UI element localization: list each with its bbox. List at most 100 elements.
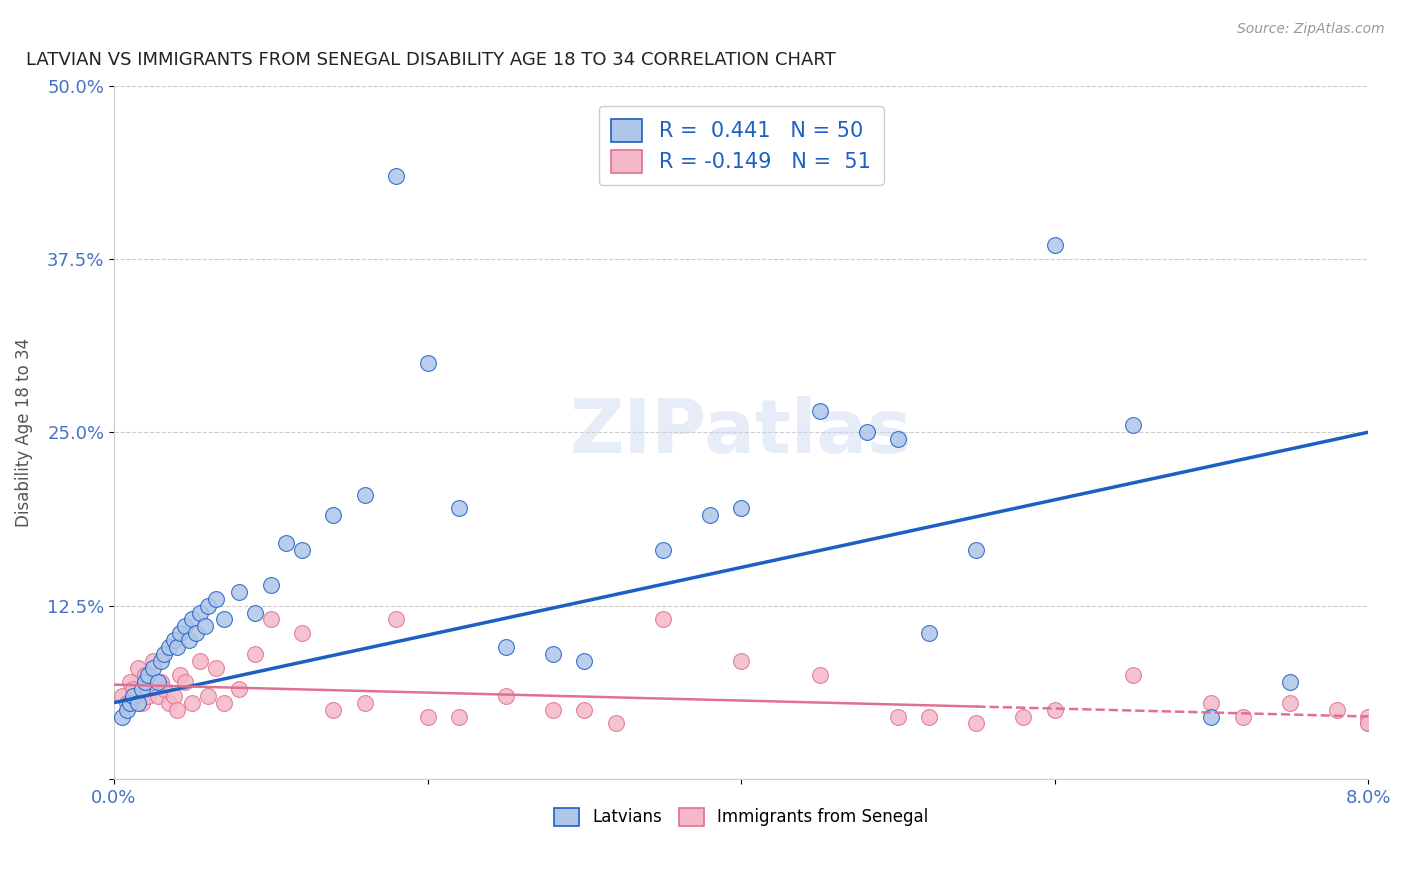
Point xyxy=(447,709,470,723)
Point xyxy=(127,661,149,675)
Point xyxy=(134,668,156,682)
Text: Source: ZipAtlas.com: Source: ZipAtlas.com xyxy=(1237,22,1385,37)
Point xyxy=(153,681,176,696)
Point xyxy=(699,508,721,523)
Point xyxy=(495,689,517,703)
Point xyxy=(173,619,195,633)
Point xyxy=(651,543,673,558)
Point xyxy=(447,501,470,516)
Point xyxy=(416,709,439,723)
Point xyxy=(574,702,596,716)
Point xyxy=(276,536,298,550)
Point xyxy=(212,612,235,626)
Point xyxy=(184,626,207,640)
Point xyxy=(121,689,143,703)
Point xyxy=(495,640,517,655)
Point xyxy=(260,612,283,626)
Point xyxy=(1357,716,1379,731)
Point xyxy=(166,702,188,716)
Point xyxy=(115,696,138,710)
Point xyxy=(1278,696,1301,710)
Point xyxy=(965,543,987,558)
Point xyxy=(605,716,627,731)
Point xyxy=(173,674,195,689)
Point xyxy=(142,654,165,668)
Point xyxy=(127,696,149,710)
Point xyxy=(260,578,283,592)
Point xyxy=(118,674,141,689)
Point xyxy=(385,612,408,626)
Point xyxy=(166,640,188,655)
Point xyxy=(1122,668,1144,682)
Point xyxy=(291,543,314,558)
Point xyxy=(131,681,153,696)
Point xyxy=(134,674,156,689)
Point xyxy=(1357,709,1379,723)
Point xyxy=(353,696,375,710)
Point xyxy=(651,612,673,626)
Point xyxy=(169,626,191,640)
Legend: Latvians, Immigrants from Senegal: Latvians, Immigrants from Senegal xyxy=(547,801,935,833)
Point xyxy=(197,689,219,703)
Point xyxy=(194,619,217,633)
Point xyxy=(918,709,941,723)
Point xyxy=(138,689,160,703)
Point xyxy=(1357,716,1379,731)
Point xyxy=(162,689,184,703)
Point xyxy=(1201,709,1223,723)
Point xyxy=(138,668,160,682)
Point xyxy=(887,432,910,446)
Point xyxy=(574,654,596,668)
Point xyxy=(1201,696,1223,710)
Point xyxy=(146,674,169,689)
Point xyxy=(111,689,134,703)
Point xyxy=(162,633,184,648)
Point xyxy=(416,356,439,370)
Point xyxy=(142,661,165,675)
Point xyxy=(918,626,941,640)
Point xyxy=(131,696,153,710)
Point xyxy=(111,709,134,723)
Point xyxy=(291,626,314,640)
Point xyxy=(146,689,169,703)
Point xyxy=(541,702,564,716)
Point xyxy=(150,654,173,668)
Point xyxy=(1278,674,1301,689)
Point xyxy=(157,640,180,655)
Point xyxy=(243,647,266,661)
Point xyxy=(385,169,408,183)
Point xyxy=(157,696,180,710)
Point xyxy=(181,696,204,710)
Point xyxy=(887,709,910,723)
Point xyxy=(855,425,877,440)
Point xyxy=(181,612,204,626)
Point xyxy=(197,599,219,613)
Point xyxy=(1043,238,1066,252)
Point xyxy=(169,668,191,682)
Y-axis label: Disability Age 18 to 34: Disability Age 18 to 34 xyxy=(15,338,32,527)
Point xyxy=(228,681,250,696)
Point xyxy=(808,668,831,682)
Point xyxy=(353,488,375,502)
Point xyxy=(153,647,176,661)
Point xyxy=(965,716,987,731)
Point xyxy=(1122,418,1144,433)
Point xyxy=(541,647,564,661)
Point xyxy=(322,508,344,523)
Text: LATVIAN VS IMMIGRANTS FROM SENEGAL DISABILITY AGE 18 TO 34 CORRELATION CHART: LATVIAN VS IMMIGRANTS FROM SENEGAL DISAB… xyxy=(27,51,837,69)
Point xyxy=(212,696,235,710)
Point xyxy=(1012,709,1035,723)
Point xyxy=(1232,709,1254,723)
Point xyxy=(188,606,211,620)
Point xyxy=(808,404,831,418)
Point xyxy=(205,661,228,675)
Point xyxy=(1326,702,1348,716)
Point xyxy=(228,584,250,599)
Point xyxy=(730,654,752,668)
Point xyxy=(205,591,228,606)
Point xyxy=(730,501,752,516)
Point xyxy=(121,681,143,696)
Point xyxy=(243,606,266,620)
Point xyxy=(115,702,138,716)
Point xyxy=(118,696,141,710)
